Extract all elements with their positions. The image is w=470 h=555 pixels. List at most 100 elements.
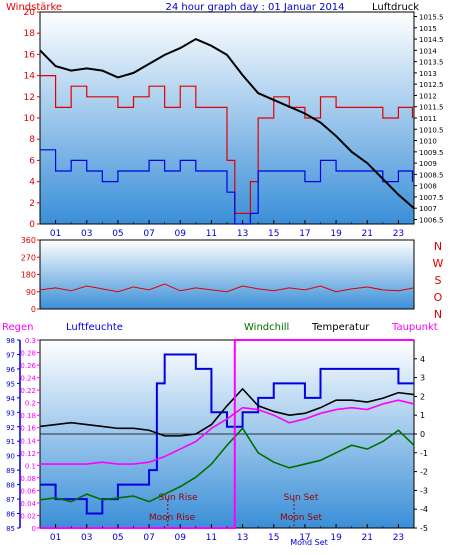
y-left-tick-label: 18 [24, 29, 36, 39]
rain-tick-label: 0.04 [20, 500, 36, 508]
x-tick-label: 15 [268, 229, 279, 239]
temp-tick-label: 4 [420, 355, 425, 364]
rain-label: Regen [2, 322, 34, 333]
humidity-tick-label: 97 [6, 351, 15, 359]
temp-tick-label: -1 [420, 449, 428, 458]
temp-tick-label: -5 [420, 524, 428, 533]
wind-direction-series [39, 283, 415, 293]
temp-tick-label: -3 [420, 486, 428, 495]
y-right-tick-label: 1009.5 [419, 149, 444, 157]
x-tick-label: 19 [330, 533, 342, 543]
rain-tick-label: 0.22 [20, 387, 36, 395]
rain-tick-label: 0.06 [20, 487, 36, 495]
rain-tick-label: 0.26 [20, 362, 36, 370]
y-left-tick-label: 0 [29, 220, 35, 230]
compass-label: S [435, 274, 442, 287]
temperature-label: Temperatur [311, 322, 370, 333]
temperature-series [39, 387, 415, 437]
y-left-tick-label: 6 [29, 156, 35, 166]
x-tick-label: 03 [81, 533, 92, 543]
y-right-tick-label: 1014 [419, 47, 437, 55]
y-right-tick-label: 1007.5 [419, 194, 444, 202]
compass-label: W [433, 257, 444, 270]
humidity-tick-label: 98 [6, 337, 15, 345]
x-tick-label: 01 [50, 229, 61, 239]
temp-tick-label: -4 [420, 505, 428, 514]
temp-tick-label: 2 [420, 392, 425, 401]
x-tick-label: 13 [237, 229, 248, 239]
rain-tick-label: 0 [32, 525, 36, 533]
humidity-tick-label: 93 [6, 409, 15, 417]
rain-tick-label: 0.1 [25, 462, 36, 470]
y-left-tick-label: 12 [24, 93, 35, 103]
y-right-tick-label: 1013.5 [419, 59, 444, 67]
rain-tick-label: 0.2 [25, 400, 36, 408]
rain-tick-label: 0.24 [20, 375, 36, 383]
moon-set-axis-label: Mond Set [290, 538, 328, 547]
x-tick-label: 09 [175, 533, 187, 543]
dir-tick-label: 90 [26, 288, 36, 297]
rain-tick-label: 0.3 [25, 337, 36, 345]
y-right-tick-label: 1008.5 [419, 171, 444, 179]
windchill-label: Windchill [244, 322, 289, 333]
x-tick-label: 17 [299, 229, 310, 239]
humidity-tick-label: 89 [6, 467, 15, 475]
sun-rise-label: Sun Rise [159, 493, 198, 503]
y-left-tick-label: 20 [24, 8, 36, 18]
x-tick-label: 11 [206, 229, 217, 239]
humidity-tick-label: 90 [6, 453, 15, 461]
sun-set-label: Sun Set [284, 493, 319, 503]
humidity-tick-label: 95 [6, 380, 15, 388]
y-left-tick-label: 10 [24, 114, 36, 124]
rain-tick-label: 0.08 [20, 475, 36, 483]
temp-tick-label: 0 [420, 430, 425, 439]
moon-rise-label: Moon Rise [149, 513, 196, 523]
rain-tick-label: 0.18 [20, 412, 36, 420]
rain-tick-label: 0.16 [20, 425, 36, 433]
left-axis-label: Windstärke [6, 2, 62, 13]
humidity-tick-label: 96 [6, 366, 15, 374]
y-right-tick-label: 1010 [419, 138, 437, 146]
wind-series [40, 75, 414, 214]
x-tick-label: 13 [237, 533, 248, 543]
compass-label: N [434, 308, 442, 321]
dewpoint-series [40, 399, 415, 465]
y-right-tick-label: 1008 [419, 183, 437, 191]
humidity-label: Luftfeuchte [66, 322, 123, 333]
rain-tick-label: 0.02 [20, 512, 36, 520]
humidity-tick-label: 92 [6, 424, 15, 432]
x-tick-label: 19 [330, 229, 342, 239]
temp-tick-label: 1 [420, 411, 425, 420]
chart-title: 24 hour graph day : 01 Januar 2014 [165, 2, 344, 13]
humidity-tick-label: 86 [6, 511, 15, 519]
x-tick-label: 11 [206, 533, 217, 543]
x-tick-label: 01 [50, 533, 61, 543]
gust-series [40, 149, 414, 225]
compass-label: O [434, 291, 443, 304]
humidity-tick-label: 91 [6, 438, 15, 446]
x-tick-label: 17 [299, 533, 310, 543]
x-tick-label: 05 [112, 533, 123, 543]
y-right-tick-label: 1014.5 [419, 36, 444, 44]
x-tick-label: 07 [143, 533, 154, 543]
x-tick-label: 23 [393, 533, 404, 543]
humidity-tick-label: 85 [6, 525, 15, 533]
x-tick-label: 21 [362, 229, 373, 239]
y-right-tick-label: 1015.5 [419, 14, 444, 22]
y-left-tick-label: 4 [29, 178, 35, 188]
plot-area-2 [39, 239, 415, 310]
humidity-tick-label: 87 [6, 496, 15, 504]
dewpoint-label: Taupunkt [391, 322, 438, 333]
y-left-tick-label: 2 [29, 199, 35, 209]
x-tick-label: 05 [112, 229, 123, 239]
x-tick-label: 15 [268, 533, 279, 543]
dir-tick-label: 270 [21, 253, 36, 262]
y-left-tick-label: 8 [29, 135, 35, 145]
y-right-tick-label: 1013 [419, 70, 437, 78]
rain-tick-label: 0.12 [20, 450, 36, 458]
dir-tick-label: 360 [21, 236, 36, 245]
x-tick-label: 21 [362, 533, 373, 543]
humidity-tick-label: 94 [6, 395, 15, 403]
